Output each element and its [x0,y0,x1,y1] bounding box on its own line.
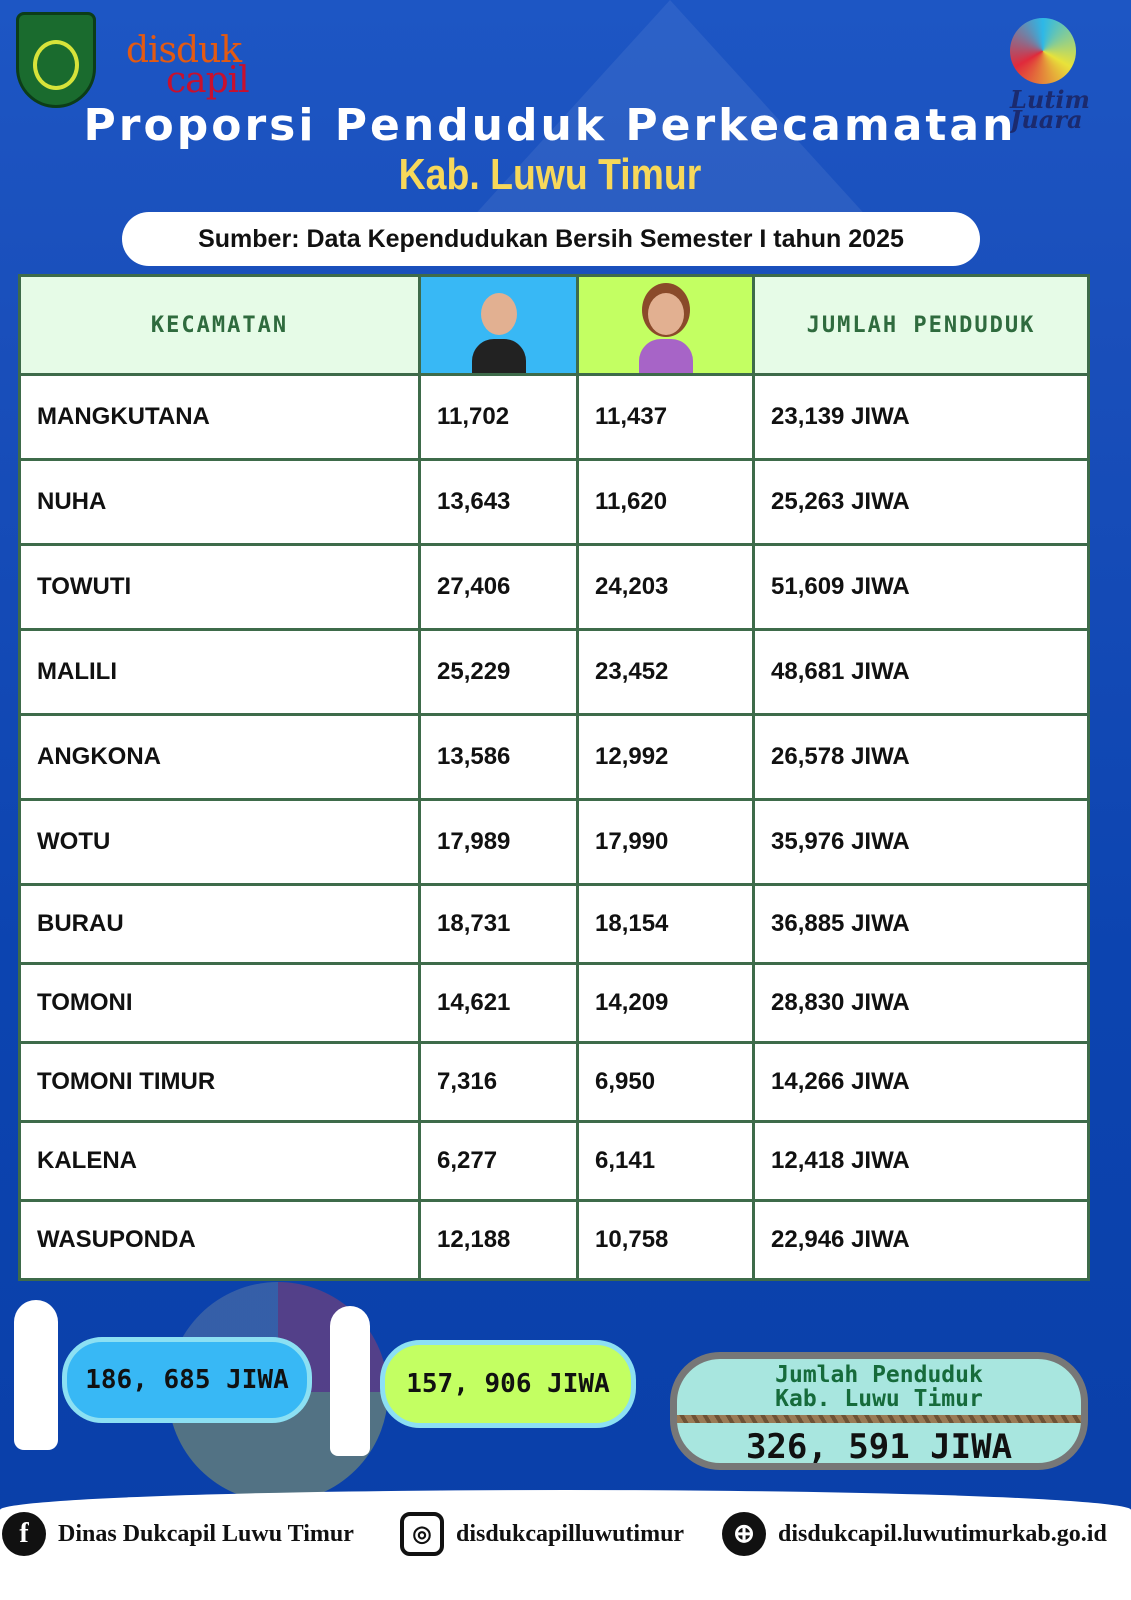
table-row: TOMONI 14,621 14,209 28,830 JIWA [18,962,1090,1044]
cell-female: 6,950 [576,1041,755,1123]
cell-female: 10,758 [576,1199,755,1281]
cell-male: 6,277 [418,1120,579,1202]
cell-kecamatan: TOWUTI [18,543,421,631]
cell-male: 11,702 [418,373,579,461]
disdukcapil-logo: disduk capil [126,30,250,101]
cell-total: 22,946 JIWA [752,1199,1090,1281]
instagram-link[interactable]: ◎ disdukcapilluwutimur [400,1512,684,1556]
cell-male: 18,731 [418,883,579,965]
cell-kecamatan: BURAU [18,883,421,965]
cell-female: 11,437 [576,373,755,461]
male-silhouette-icon [14,1300,58,1450]
cell-male: 27,406 [418,543,579,631]
header-jumlah: JUMLAH PENDUDUK [752,274,1090,376]
cell-male: 13,586 [418,713,579,801]
page-subtitle: Kab. Luwu Timur [398,150,702,199]
cell-kecamatan: MALILI [18,628,421,716]
female-silhouette-icon [330,1306,370,1456]
female-total-badge: 157, 906 JIWA [380,1340,636,1428]
table-row: MANGKUTANA 11,702 11,437 23,139 JIWA [18,373,1090,461]
building-roof-decoration [470,0,870,220]
instagram-icon: ◎ [400,1512,444,1556]
female-avatar-icon [638,293,693,373]
total-value: 326, 591 JIWA [745,1427,1013,1467]
header-kecamatan: KECAMATAN [18,274,421,376]
header-female [576,274,755,376]
page-title: Proporsi Penduduk Perkecamatan [83,100,1017,151]
table-row: KALENA 6,277 6,141 12,418 JIWA [18,1120,1090,1202]
lutim-juara-logo [1010,18,1076,84]
table-row: ANGKONA 13,586 12,992 26,578 JIWA [18,713,1090,801]
cell-total: 26,578 JIWA [752,713,1090,801]
cell-kecamatan: ANGKONA [18,713,421,801]
header-male [418,274,579,376]
cell-total: 51,609 JIWA [752,543,1090,631]
cell-female: 14,209 [576,962,755,1044]
cell-male: 7,316 [418,1041,579,1123]
facebook-icon: f [2,1512,46,1556]
instagram-label: disdukcapilluwutimur [456,1520,685,1547]
footer [0,1490,1131,1600]
cell-female: 24,203 [576,543,755,631]
cell-kecamatan: TOMONI TIMUR [18,1041,421,1123]
cell-female: 12,992 [576,713,755,801]
table-row: MALILI 25,229 23,452 48,681 JIWA [18,628,1090,716]
cell-total: 25,263 JIWA [752,458,1090,546]
cell-male: 25,229 [418,628,579,716]
table-row: TOMONI TIMUR 7,316 6,950 14,266 JIWA [18,1041,1090,1123]
cell-male: 13,643 [418,458,579,546]
table-row: NUHA 13,643 11,620 25,263 JIWA [18,458,1090,546]
cell-kecamatan: KALENA [18,1120,421,1202]
cell-female: 17,990 [576,798,755,886]
cell-total: 14,266 JIWA [752,1041,1090,1123]
cell-total: 36,885 JIWA [752,883,1090,965]
regency-emblem-logo [16,12,96,108]
cell-total: 48,681 JIWA [752,628,1090,716]
total-population-badge: Jumlah Penduduk Kab. Luwu Timur 326, 591… [670,1352,1088,1470]
cell-male: 17,989 [418,798,579,886]
male-total-badge: 186, 685 JIWA [62,1337,312,1423]
table-row: WASUPONDA 12,188 10,758 22,946 JIWA [18,1199,1090,1281]
cell-total: 23,139 JIWA [752,373,1090,461]
cell-kecamatan: WASUPONDA [18,1199,421,1281]
table-row: TOWUTI 27,406 24,203 51,609 JIWA [18,543,1090,631]
cell-male: 12,188 [418,1199,579,1281]
cell-female: 11,620 [576,458,755,546]
cell-male: 14,621 [418,962,579,1044]
table-row: WOTU 17,989 17,990 35,976 JIWA [18,798,1090,886]
rope-divider [677,1415,1081,1423]
cell-total: 12,418 JIWA [752,1120,1090,1202]
lutim-juara-logo-text: Lutim Juara [1010,85,1090,134]
total-label-1: Jumlah Penduduk [775,1362,983,1388]
globe-icon: ⊕ [722,1512,766,1556]
total-label-2: Kab. Luwu Timur [775,1386,983,1412]
facebook-label: Dinas Dukcapil Luwu Timur [58,1520,354,1547]
website-link[interactable]: ⊕ disdukcapil.luwutimurkab.go.id [722,1512,1107,1556]
data-source-label: Sumber: Data Kependudukan Bersih Semeste… [122,212,980,266]
cell-kecamatan: NUHA [18,458,421,546]
cell-total: 28,830 JIWA [752,962,1090,1044]
cell-total: 35,976 JIWA [752,798,1090,886]
facebook-link[interactable]: f Dinas Dukcapil Luwu Timur [2,1512,354,1556]
website-label: disdukcapil.luwutimurkab.go.id [778,1520,1107,1547]
cell-kecamatan: MANGKUTANA [18,373,421,461]
cell-female: 18,154 [576,883,755,965]
table-row: BURAU 18,731 18,154 36,885 JIWA [18,883,1090,965]
cell-kecamatan: TOMONI [18,962,421,1044]
cell-female: 6,141 [576,1120,755,1202]
cell-female: 23,452 [576,628,755,716]
cell-kecamatan: WOTU [18,798,421,886]
population-table: KECAMATAN JUMLAH PENDUDUK MANGKUTANA 11,7… [18,274,1090,1281]
male-avatar-icon [471,293,526,373]
